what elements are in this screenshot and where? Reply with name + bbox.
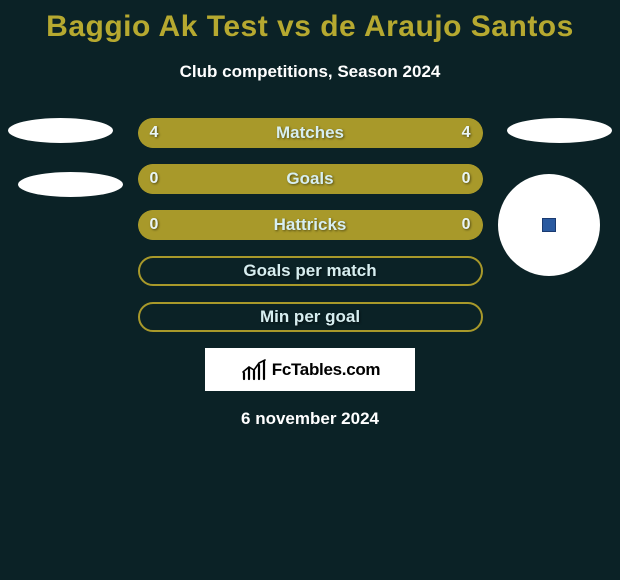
brand-icon xyxy=(240,359,268,381)
stat-bar: Min per goal xyxy=(138,302,483,332)
stat-bar: Matches4 4 xyxy=(138,118,483,148)
player-right-avatar xyxy=(498,174,600,276)
placeholder-icon xyxy=(542,218,556,232)
brand-label: FcTables.com xyxy=(272,360,381,380)
stat-label: Goals xyxy=(138,169,483,189)
brand-box: FcTables.com xyxy=(205,348,415,391)
stat-value-right: 4 xyxy=(462,124,471,142)
stat-value-left: 0 xyxy=(150,216,159,234)
stat-value-right: 0 xyxy=(462,216,471,234)
comparison-area: Matches44Goals00Hattricks00Goals per mat… xyxy=(0,118,620,332)
player-right-badge-1 xyxy=(507,118,612,143)
stat-bar: Goals0 0 xyxy=(138,164,483,194)
stat-label: Min per goal xyxy=(140,307,481,327)
stat-bar: Goals per match xyxy=(138,256,483,286)
stat-label: Goals per match xyxy=(140,261,481,281)
stat-label: Hattricks xyxy=(138,215,483,235)
page-title: Baggio Ak Test vs de Araujo Santos xyxy=(0,10,620,44)
date-line: 6 november 2024 xyxy=(0,409,620,429)
stat-value-left: 0 xyxy=(150,170,159,188)
subtitle: Club competitions, Season 2024 xyxy=(0,62,620,82)
stat-bars: Matches44Goals00Hattricks00Goals per mat… xyxy=(138,118,483,332)
stat-value-left: 4 xyxy=(150,124,159,142)
stat-label: Matches xyxy=(138,123,483,143)
player-left-badge-2 xyxy=(18,172,123,197)
player-left-badge-1 xyxy=(8,118,113,143)
stat-value-right: 0 xyxy=(462,170,471,188)
stat-bar: Hattricks0 0 xyxy=(138,210,483,240)
